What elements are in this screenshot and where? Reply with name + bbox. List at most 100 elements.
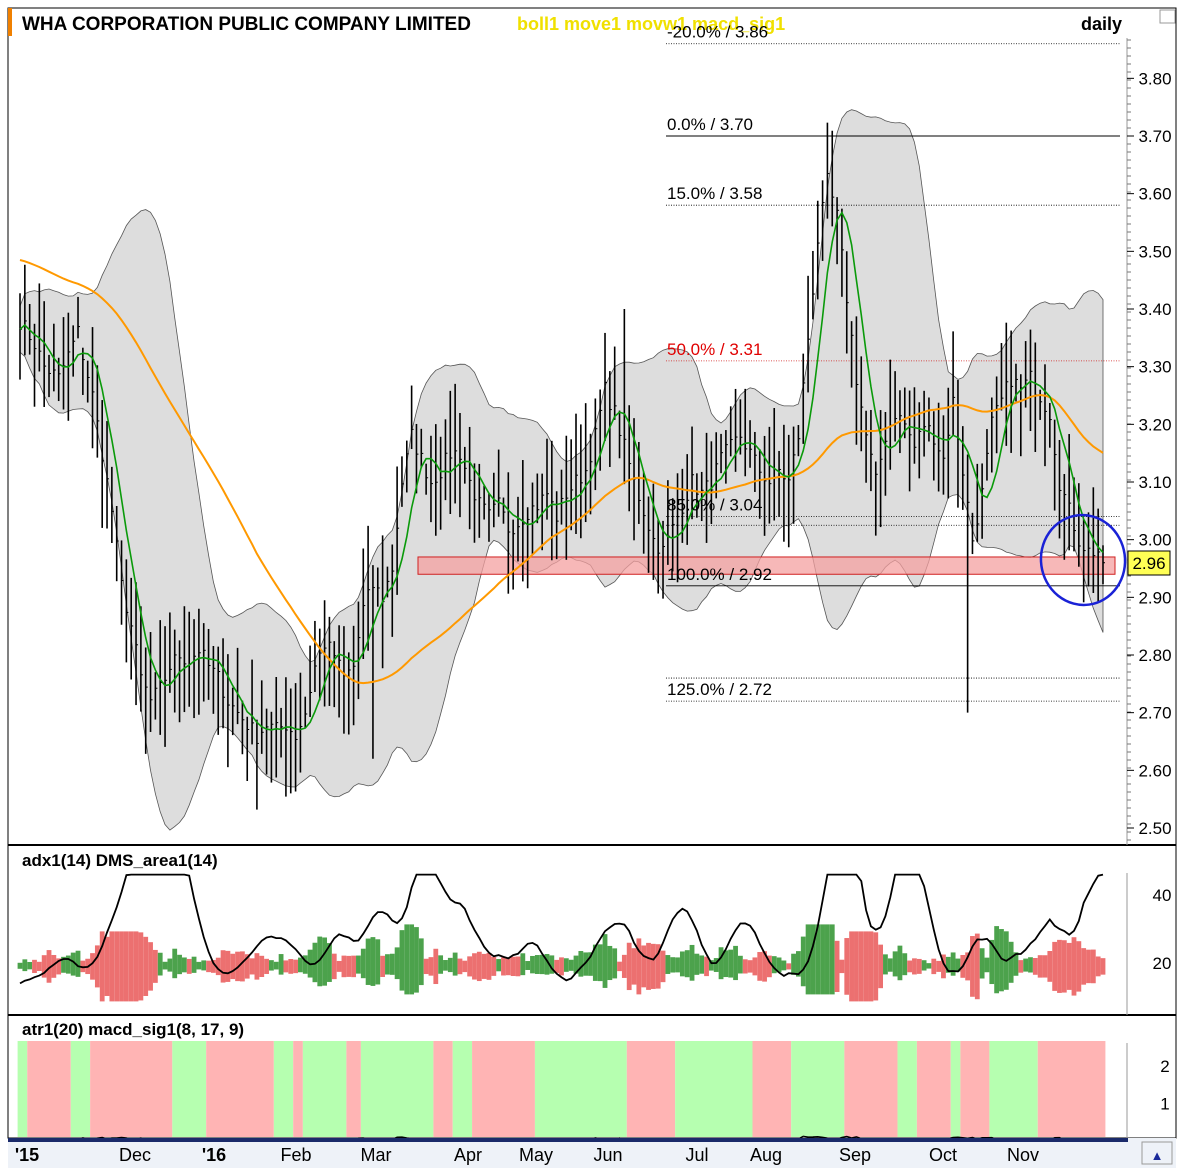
- dms-bar: [583, 952, 589, 976]
- dms-bar: [501, 957, 506, 976]
- dms-bar: [346, 955, 352, 977]
- dms-bar: [1081, 948, 1087, 985]
- state-segment: [626, 1041, 676, 1137]
- dms-bar: [873, 932, 879, 1001]
- dms-bar: [781, 960, 787, 971]
- dms-bar: [771, 956, 777, 974]
- dms-bar: [138, 932, 144, 1001]
- scroll-right-button[interactable]: ▲: [1141, 1141, 1173, 1165]
- dms-bar: [950, 952, 956, 976]
- dms-bar: [883, 954, 888, 975]
- dms-bar: [641, 945, 647, 988]
- state-segment: [90, 1041, 173, 1137]
- month-label: Oct: [929, 1145, 957, 1165]
- dms-bar: [438, 955, 444, 974]
- dms-bar: [941, 954, 946, 979]
- dms-bar: [563, 958, 569, 972]
- state-segment: [897, 1041, 917, 1137]
- dms-bar: [481, 953, 487, 979]
- state-segment: [844, 1041, 898, 1137]
- month-label: Feb: [280, 1145, 311, 1165]
- dms-bar: [1095, 956, 1101, 977]
- price-tick-label: 2.80: [1138, 646, 1171, 665]
- dms-bar: [936, 960, 942, 972]
- dms-bar: [17, 962, 23, 969]
- dms-bar: [351, 955, 357, 978]
- dms-bar: [708, 960, 714, 971]
- dms-bar: [443, 960, 448, 971]
- time-scrollbar[interactable]: [8, 1138, 1128, 1142]
- dms-bar: [206, 960, 211, 973]
- dms-bar: [970, 936, 975, 997]
- dms-bar: [530, 955, 535, 974]
- dms-bar: [375, 939, 381, 985]
- dms-bar: [588, 952, 593, 976]
- dms-bar: [148, 942, 153, 991]
- dms-bar: [544, 953, 550, 975]
- month-label: May: [519, 1145, 553, 1165]
- dms-bar: [621, 954, 627, 978]
- dms-bar: [612, 948, 618, 979]
- dms-bar: [143, 936, 149, 996]
- dms-bar: [868, 931, 874, 1002]
- dms-bar: [152, 949, 158, 983]
- header-accent-bar: [8, 8, 12, 36]
- dms-bar: [273, 961, 279, 970]
- dms-bar: [230, 953, 236, 980]
- dms-bar: [646, 942, 651, 990]
- dms-bar: [800, 936, 806, 987]
- state-segment: [17, 1041, 28, 1137]
- dms-bar: [694, 953, 700, 975]
- dms-bar: [360, 948, 366, 979]
- dms-bar: [278, 954, 284, 975]
- dms-bar: [747, 960, 753, 973]
- price-axis: 2.50 2.60 2.70 2.80 2.90 3.00 3.10 3.20 3.30 3.40…: [1127, 69, 1172, 838]
- dms-bar: [331, 953, 337, 980]
- state-segment: [293, 1041, 303, 1137]
- dms-bar: [191, 956, 197, 973]
- state-segment: [989, 1041, 1038, 1137]
- state-segment: [346, 1041, 361, 1137]
- state-segment: [433, 1041, 453, 1137]
- price-tick-label: 3.30: [1138, 358, 1171, 377]
- scroll-arrow-icon[interactable]: ▲: [1151, 1148, 1164, 1163]
- dms-bar: [820, 924, 825, 995]
- atr-axis: 12: [1160, 1057, 1169, 1114]
- atr-tick-label: 2: [1160, 1057, 1169, 1076]
- dms-bar: [240, 951, 245, 982]
- dms-bar: [965, 952, 971, 981]
- dms-bar: [476, 951, 482, 982]
- dms-bar: [414, 927, 419, 993]
- dms-bar: [815, 924, 821, 995]
- window-control[interactable]: [1159, 9, 1176, 24]
- dms-bar: [322, 937, 327, 986]
- dms-bar: [196, 961, 202, 970]
- fibonacci-labels: -20.0% / 3.86 0.0% / 3.70 15.0% / 3.58 50.0…: [667, 23, 772, 699]
- state-segment: [360, 1041, 434, 1137]
- state-segment: [172, 1041, 207, 1137]
- month-label: Mar: [361, 1145, 392, 1165]
- dms-bar: [878, 944, 883, 989]
- dms-bar: [689, 944, 695, 981]
- dms-bar: [418, 938, 424, 986]
- dms-bar: [210, 959, 216, 973]
- dms-bar: [104, 936, 110, 996]
- dms-bar: [56, 958, 62, 975]
- dms-bar: [592, 944, 598, 981]
- dms-bar: [791, 953, 796, 975]
- dms-bar: [70, 952, 76, 976]
- dms-bar: [462, 960, 468, 973]
- time-axis-bar: [8, 1138, 1176, 1168]
- dms-bar: [854, 931, 859, 1002]
- indicator-list: boll1 move1 movw1 macd_sig1: [517, 14, 785, 34]
- dms-bar: [902, 953, 908, 976]
- dms-bar: [684, 950, 690, 978]
- fib-level-label: -20.0% / 3.86: [667, 23, 768, 42]
- dms-bar: [283, 960, 289, 973]
- price-tick-label: 2.60: [1138, 761, 1171, 780]
- fib-level-label: 85.0% / 3.04: [667, 496, 762, 515]
- dms-bar: [90, 953, 95, 980]
- dms-bar: [496, 959, 502, 972]
- dms-bar: [472, 953, 477, 980]
